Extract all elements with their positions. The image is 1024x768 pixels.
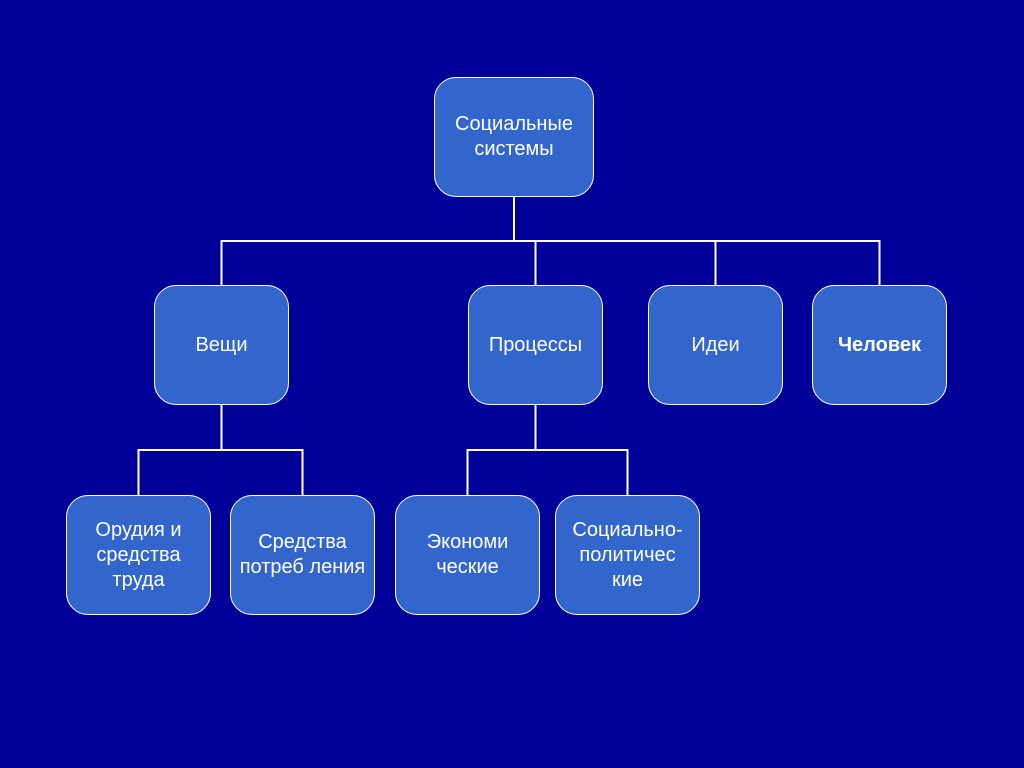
node-label: Идеи	[691, 333, 739, 358]
node-ideas: Идеи	[648, 285, 783, 405]
node-label: Орудия и средства труда	[73, 518, 204, 593]
node-consume: Средства потреб ления	[230, 495, 375, 615]
diagram-stage: Социальные системы Вещи Процессы Идеи Че…	[0, 0, 1024, 768]
node-label: Социально-политичес кие	[562, 518, 693, 593]
node-label: Средства потреб ления	[237, 530, 368, 580]
node-socpol: Социально-политичес кие	[555, 495, 700, 615]
node-human: Человек	[812, 285, 947, 405]
node-tools: Орудия и средства труда	[66, 495, 211, 615]
node-things: Вещи	[154, 285, 289, 405]
node-label: Человек	[838, 333, 921, 358]
node-process: Процессы	[468, 285, 603, 405]
node-root: Социальные системы	[434, 77, 594, 197]
node-econ: Экономи ческие	[395, 495, 540, 615]
node-label: Социальные системы	[441, 112, 587, 162]
node-label: Вещи	[195, 333, 247, 358]
node-label: Процессы	[489, 333, 582, 358]
node-label: Экономи ческие	[402, 530, 533, 580]
